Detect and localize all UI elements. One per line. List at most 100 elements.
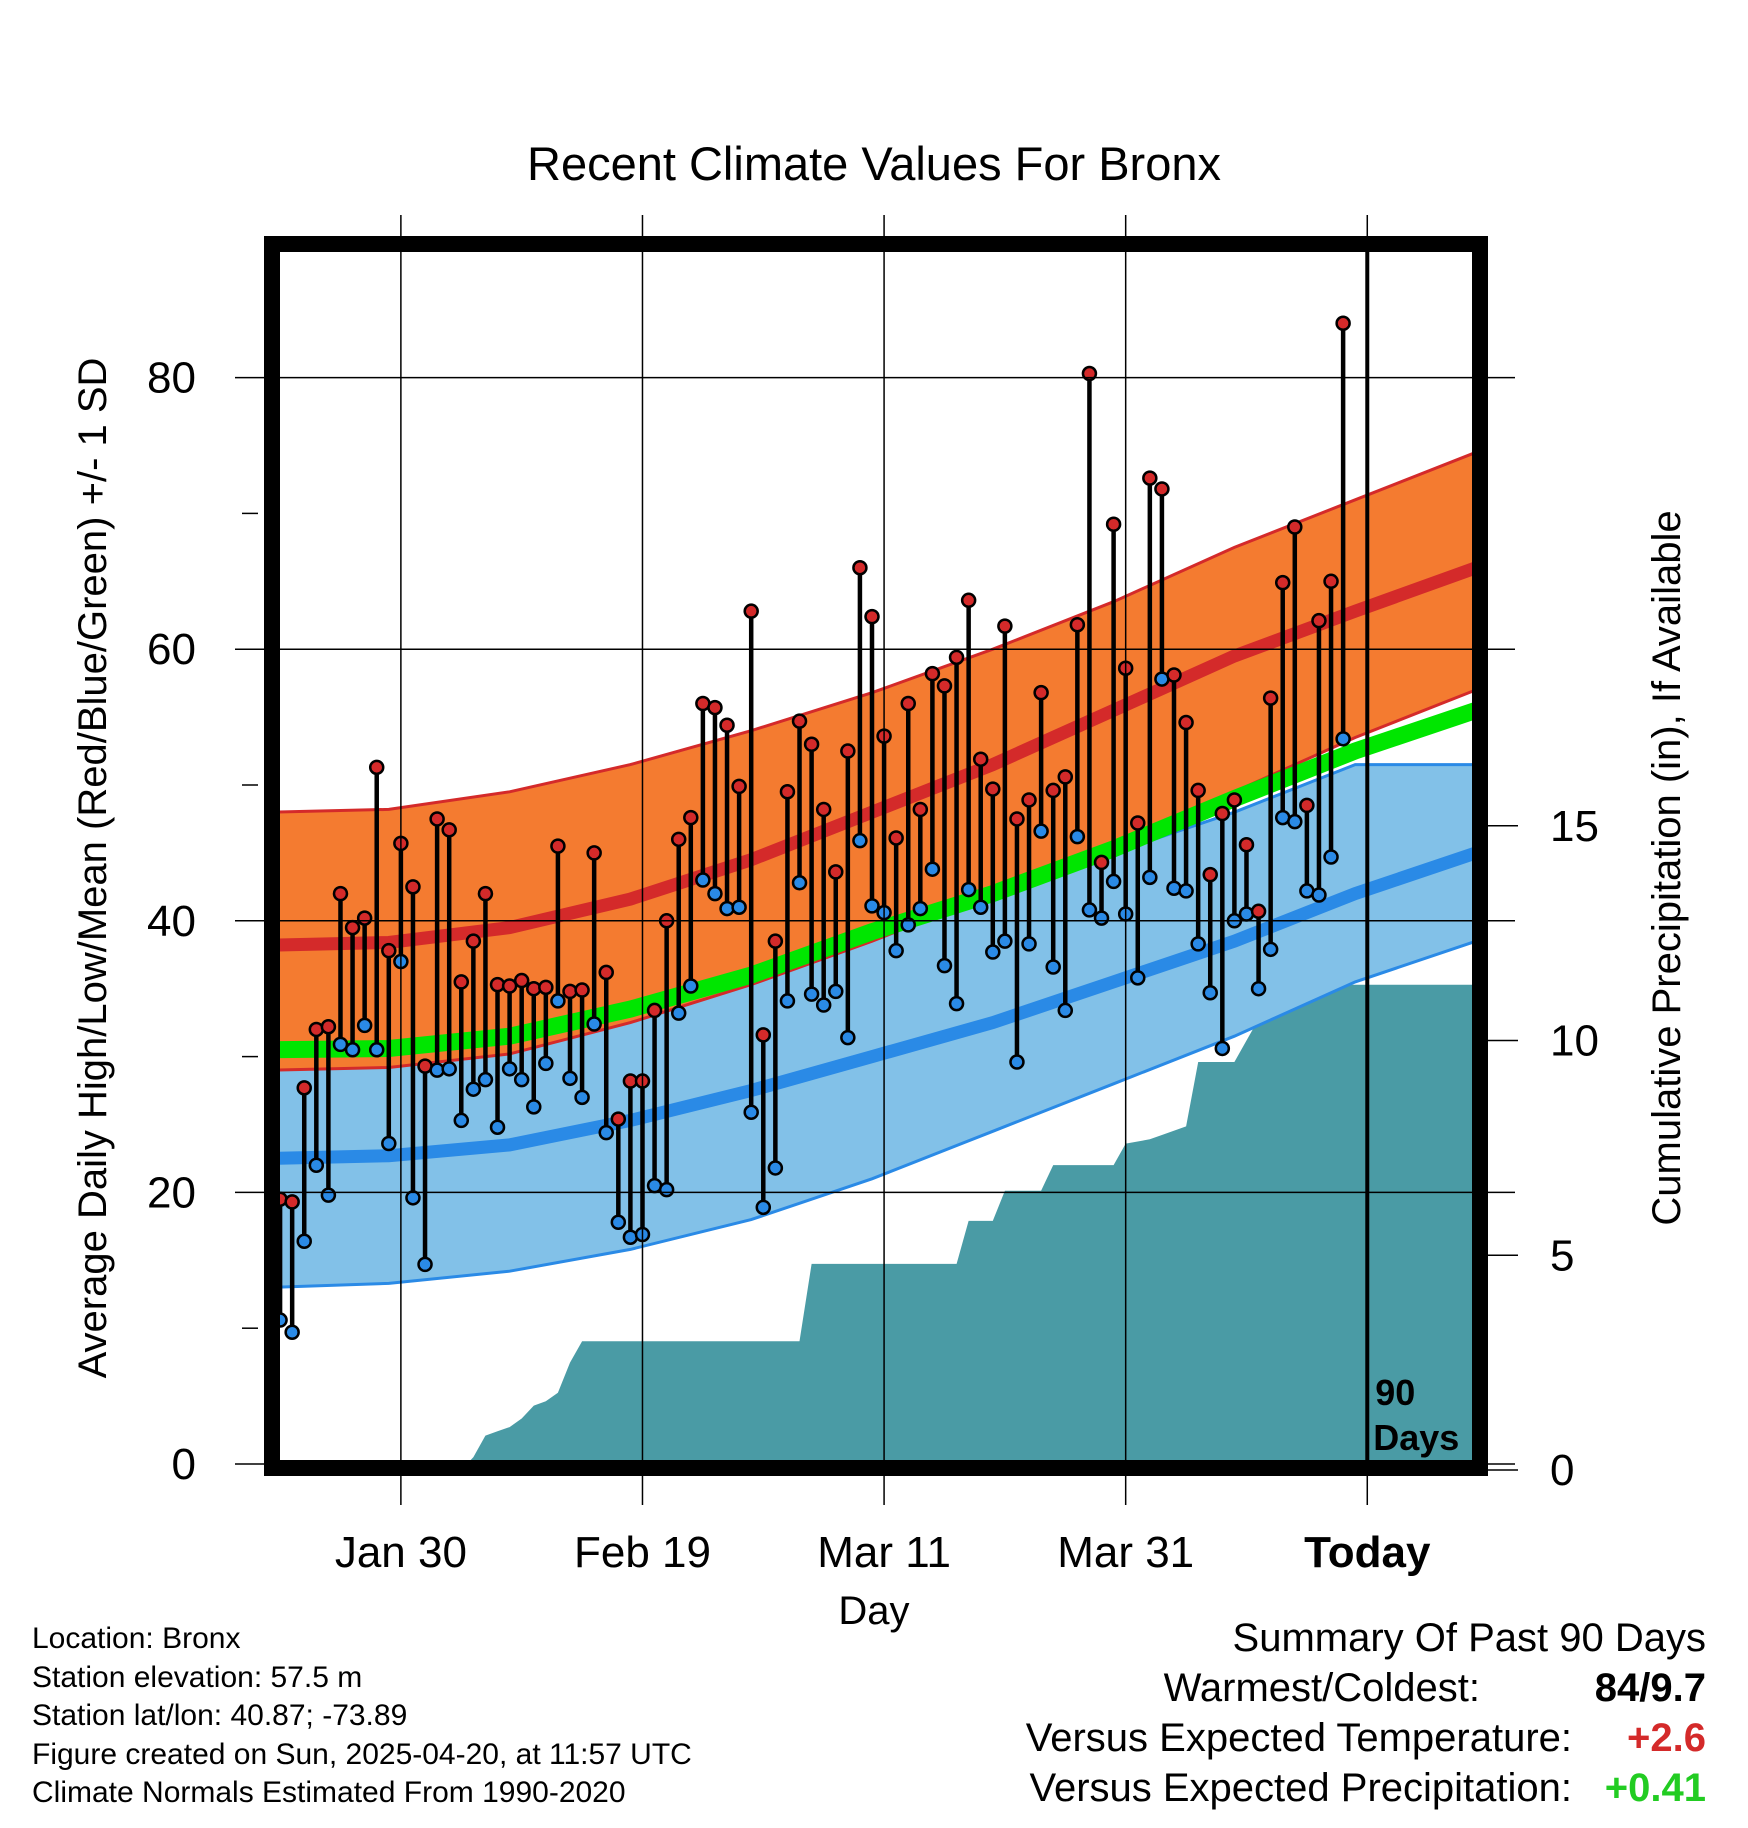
daily-high-point (803, 736, 820, 753)
temp-anomaly-value: +2.6 (1627, 1716, 1706, 1760)
daily-high-point (1154, 481, 1170, 497)
daily-low-point (997, 933, 1013, 949)
low-mean-line (267, 846, 1479, 1165)
daily-high-point (1178, 714, 1194, 731)
daily-low-point (828, 983, 844, 1000)
daily-low-point (743, 1104, 759, 1121)
info-location: Location: Bronx (32, 1622, 241, 1655)
summary-heading: Summary Of Past 90 Days (1232, 1616, 1706, 1660)
daily-low-point (538, 1055, 554, 1072)
daily-high-point (356, 910, 373, 926)
daily-low-point (1202, 985, 1218, 1001)
daily-low-point (417, 1256, 433, 1273)
daily-low-point (683, 978, 699, 994)
daily-high-point (997, 618, 1013, 634)
daily-high-point (1335, 315, 1351, 332)
y-tick-label: 40 (147, 897, 196, 946)
y2-tick-label: 5 (1550, 1231, 1574, 1280)
daily-low-point (972, 899, 989, 915)
daily-high-point (1323, 573, 1339, 590)
daily-high-point (1250, 903, 1267, 920)
y2-axis-title: Cumulative Precipitation (in), If Availa… (1645, 510, 1689, 1225)
daily-high-point (743, 603, 759, 619)
daily-high-point (683, 809, 699, 826)
daily-high-point (1093, 854, 1110, 871)
daily-high-point (755, 1027, 772, 1043)
x-tick-label: Jan 30 (335, 1528, 467, 1577)
y-axis-title: Average Daily High/Low/Mean (Red/Blue/Gr… (71, 358, 115, 1379)
daily-high-point (670, 831, 687, 848)
y-tick-label: 60 (147, 625, 196, 674)
daily-low-point (296, 1233, 312, 1250)
precip-anomaly-label: Versus Expected Precipitation: (1029, 1766, 1572, 1810)
daily-high-point (1057, 769, 1074, 785)
daily-low-point (948, 995, 965, 1012)
station-info: Location: Bronx Station elevation: 57.5 … (32, 1620, 692, 1813)
daily-low-point (864, 898, 880, 914)
daily-low-point (985, 944, 1001, 960)
summary-temp-row: Versus Expected Temperature: +2.6 (946, 1716, 1706, 1766)
daily-low-point (1081, 902, 1098, 918)
daily-high-point (1142, 470, 1158, 486)
daily-low-point (550, 993, 566, 1009)
daily-high-point (586, 845, 602, 861)
daily-low-point (888, 942, 904, 959)
daily-low-point (670, 1005, 687, 1021)
daily-high-point (912, 801, 929, 818)
daily-low-point (1311, 887, 1327, 903)
daily-high-point (1166, 667, 1182, 683)
daily-low-point (852, 832, 868, 849)
daily-low-point (574, 1089, 590, 1106)
daily-low-point (1287, 813, 1303, 830)
temp-anomaly-label: Versus Expected Temperature: (1025, 1716, 1572, 1760)
info-normals: Climate Normals Estimated From 1990-2020 (32, 1776, 626, 1809)
daily-high-point (368, 759, 385, 776)
daily-high-point (501, 978, 518, 994)
daily-low-point (381, 1135, 397, 1152)
daily-low-point (1166, 880, 1182, 896)
daily-low-point (344, 1042, 361, 1058)
daily-low-point (1057, 1002, 1074, 1019)
daily-low-point (803, 986, 820, 1002)
daily-low-point (658, 1181, 675, 1198)
daily-low-point (791, 875, 808, 891)
daily-low-point (1142, 869, 1158, 886)
daily-low-point (332, 1036, 349, 1053)
daily-high-point (852, 559, 868, 576)
daily-high-point (985, 781, 1001, 797)
daily-low-point (501, 1061, 518, 1077)
info-created: Figure created on Sun, 2025-04-20, at 11… (32, 1737, 692, 1771)
summary-warmest-row: Warmest/Coldest: 84/9.7 (946, 1666, 1706, 1716)
daily-low-point (900, 917, 916, 933)
daily-low-point (1069, 828, 1086, 845)
daily-low-point (1178, 883, 1194, 899)
y2-tick-label: 0 (1550, 1446, 1574, 1495)
daily-high-point (1021, 792, 1037, 808)
daily-high-point (1081, 365, 1098, 382)
plot-frame (264, 236, 1488, 1476)
daily-high-point (779, 784, 796, 800)
daily-low-point (453, 1112, 470, 1129)
x-axis-title: Day (838, 1589, 909, 1633)
daily-high-point (1069, 617, 1086, 633)
daily-low-point (465, 1081, 482, 1097)
daily-high-point (405, 879, 421, 895)
daily-low-point (610, 1214, 627, 1231)
y-tick-label: 0 (172, 1440, 196, 1489)
x-tick-label: Mar 11 (817, 1528, 951, 1577)
daily-high-point (707, 699, 723, 716)
daily-low-point (1021, 936, 1037, 952)
marker-label-90: 90 (1375, 1372, 1415, 1413)
daily-low-point (356, 1017, 373, 1034)
daily-low-point (489, 1119, 506, 1135)
daily-low-point (1130, 970, 1146, 986)
daily-low-point (912, 900, 929, 917)
daily-high-point (1299, 797, 1315, 814)
daily-values-layer (264, 315, 1351, 1341)
daily-low-point (731, 899, 747, 915)
daily-high-point (840, 743, 856, 759)
daily-high-point (332, 885, 349, 902)
daily-low-point (1250, 980, 1267, 997)
low-lower-edge (267, 939, 1477, 1289)
daily-high-point (864, 608, 880, 625)
